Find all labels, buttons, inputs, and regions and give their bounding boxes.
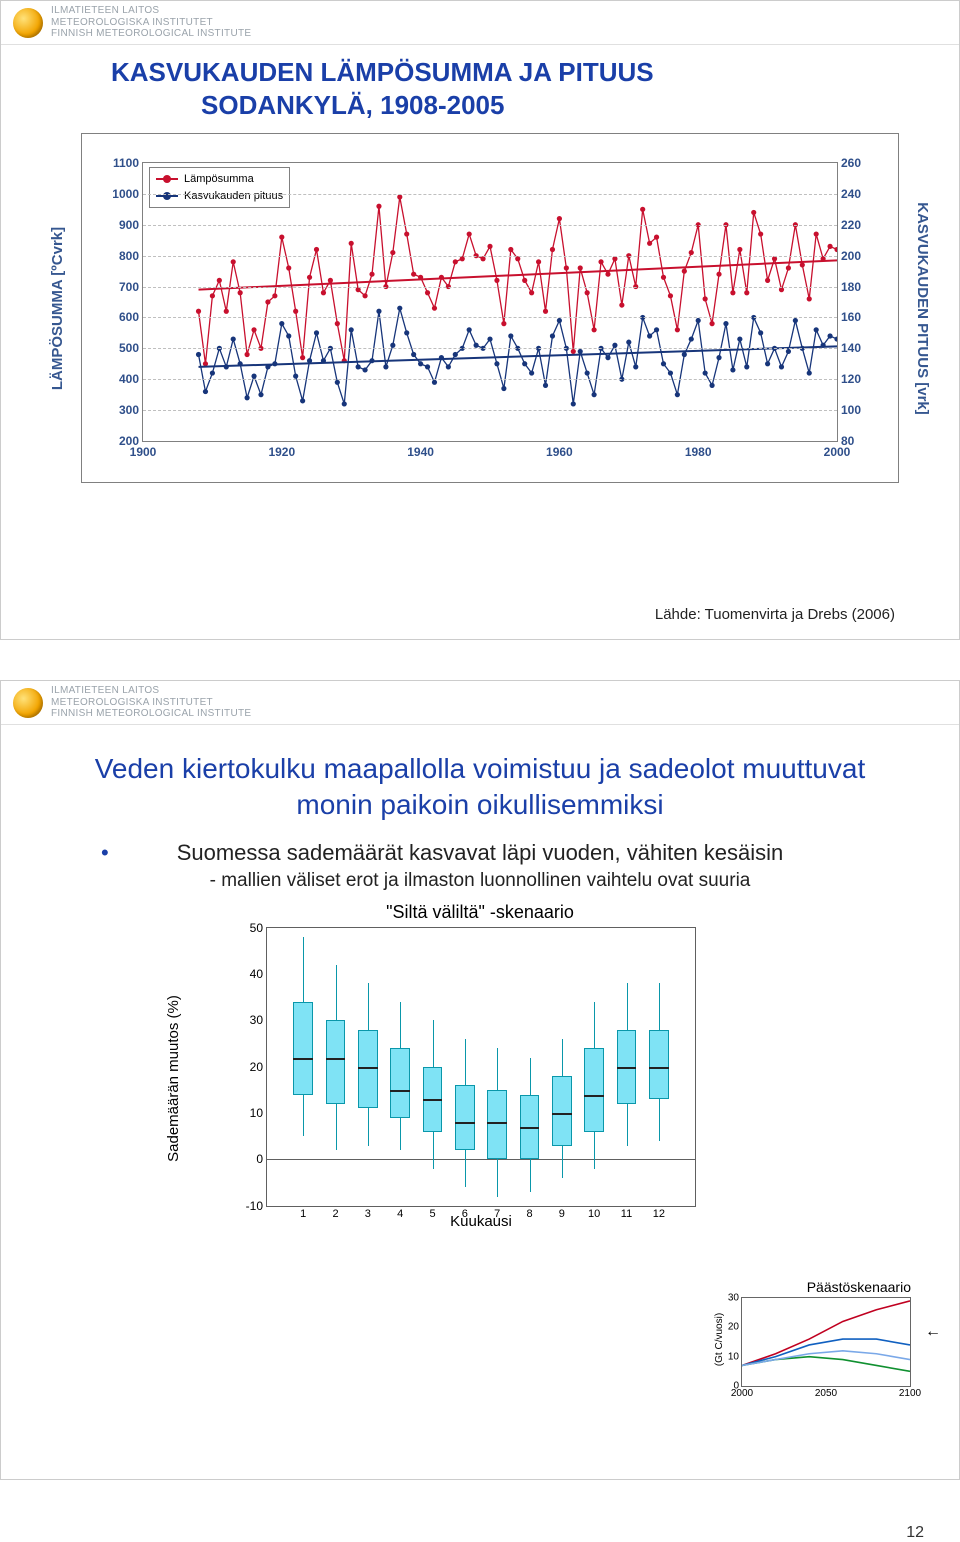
inset-xtick: 2000 <box>731 1388 753 1399</box>
boxplot-xtick: 3 <box>365 1208 371 1220</box>
ytick-left: 600 <box>119 310 139 324</box>
ytick-right: 220 <box>841 218 861 232</box>
slide-2: ILMATIETEEN LAITOS METEOROLOGISKA INSTIT… <box>0 680 960 1480</box>
boxplot-xtick: 5 <box>429 1208 435 1220</box>
ytick-right: 180 <box>841 280 861 294</box>
logo-line: ILMATIETEEN LAITOS <box>51 685 251 697</box>
inset-svg <box>742 1298 910 1386</box>
logo-line: ILMATIETEEN LAITOS <box>51 5 251 17</box>
inset-xtick: 2100 <box>899 1388 921 1399</box>
boxplot-xtick: 1 <box>300 1208 306 1220</box>
ytick-right: 240 <box>841 187 861 201</box>
boxplot-box <box>584 1048 603 1131</box>
boxplot-ytick: 50 <box>250 921 263 935</box>
logo-icon <box>13 688 43 718</box>
boxplot-ytick: 20 <box>250 1060 263 1074</box>
scenario-label: "Siltä väliltä" -skenaario <box>1 902 959 923</box>
chart1-svg <box>143 163 837 441</box>
arrow-icon: ← <box>925 1323 941 1341</box>
xtick: 1980 <box>685 445 712 459</box>
logo-line: METEOROLOGISKA INSTITUTET <box>51 697 251 709</box>
boxplot-box <box>293 1002 312 1095</box>
boxplot-ytick: 0 <box>256 1152 263 1166</box>
boxplot-ytick: 10 <box>250 1106 263 1120</box>
chart1-yleft-label: LÄMPÖSUMMA [ºCvrk] <box>42 134 74 482</box>
slide-title-line2: SODANKYLÄ, 1908-2005 <box>201 90 959 121</box>
logo-line: FINNISH METEOROLOGICAL INSTITUTE <box>51 28 251 40</box>
bullet-item: Suomessa sademäärät kasvavat läpi vuoden… <box>121 840 839 866</box>
slide-header: ILMATIETEEN LAITOS METEOROLOGISKA INSTIT… <box>1 681 959 725</box>
inset-chart: Päästöskenaario (Gt C/vuosi) 01020302000… <box>741 1279 911 1399</box>
slide-header: ILMATIETEEN LAITOS METEOROLOGISKA INSTIT… <box>1 1 959 45</box>
ytick-right: 200 <box>841 249 861 263</box>
logo-text: ILMATIETEEN LAITOS METEOROLOGISKA INSTIT… <box>51 685 251 720</box>
inset-ytick: 20 <box>728 1322 739 1333</box>
boxplot-box <box>649 1030 668 1100</box>
boxplot-xtick: 11 <box>621 1208 632 1220</box>
inset-plot: 0102030200020502100 <box>741 1297 911 1387</box>
boxplot-xtick: 9 <box>559 1208 565 1220</box>
boxplot-frame: -1001020304050123456789101112 <box>266 927 696 1207</box>
boxplot-xtick: 2 <box>332 1208 338 1220</box>
chart1-source: Lähde: Tuomenvirta ja Drebs (2006) <box>655 606 895 623</box>
ytick-left: 700 <box>119 280 139 294</box>
boxplot-ytick: 30 <box>250 1013 263 1027</box>
ytick-right: 140 <box>841 341 861 355</box>
slide-1: ILMATIETEEN LAITOS METEOROLOGISKA INSTIT… <box>0 0 960 640</box>
ytick-left: 300 <box>119 403 139 417</box>
ytick-left: 800 <box>119 249 139 263</box>
slide2-subnote: - mallien väliset erot ja ilmaston luonn… <box>1 870 959 892</box>
xtick: 1960 <box>546 445 573 459</box>
bullet-list: Suomessa sademäärät kasvavat läpi vuoden… <box>121 840 839 866</box>
boxplot-box <box>326 1020 345 1103</box>
logo-line: FINNISH METEOROLOGICAL INSTITUTE <box>51 708 251 720</box>
ytick-right: 120 <box>841 372 861 386</box>
boxplot-box <box>552 1076 571 1146</box>
boxplot-box <box>455 1085 474 1150</box>
boxplot-ytick: 40 <box>250 967 263 981</box>
chart1-frame: LÄMPÖSUMMA [ºCvrk] KASVUKAUDEN PITUUS [v… <box>81 133 899 483</box>
boxplot-box <box>487 1090 506 1160</box>
ytick-left: 500 <box>119 341 139 355</box>
boxplot-yaxis-label: Sademäärän muutos (%) <box>153 927 193 1230</box>
page-number: 12 <box>0 1524 942 1542</box>
boxplot-ytick: -10 <box>246 1199 263 1213</box>
chart1-yright-label: KASVUKAUDEN PITUUS [vrk] <box>906 134 938 482</box>
slide-title-line1: KASVUKAUDEN LÄMPÖSUMMA JA PITUUS <box>111 57 959 88</box>
logo-text: ILMATIETEEN LAITOS METEOROLOGISKA INSTIT… <box>51 5 251 40</box>
ytick-left: 900 <box>119 218 139 232</box>
boxplot-xaxis-label: Kuukausi <box>201 1213 761 1230</box>
ytick-right: 100 <box>841 403 861 417</box>
boxplot-box <box>358 1030 377 1109</box>
boxplot-xtick: 4 <box>397 1208 403 1220</box>
boxplot-xtick: 6 <box>462 1208 468 1220</box>
xtick: 1940 <box>407 445 434 459</box>
ytick-left: 1100 <box>113 156 139 170</box>
xtick: 2000 <box>824 445 851 459</box>
xtick: 1900 <box>130 445 157 459</box>
ytick-left: 400 <box>119 372 139 386</box>
boxplot-xtick: 8 <box>526 1208 532 1220</box>
logo-line: METEOROLOGISKA INSTITUTET <box>51 17 251 29</box>
inset-title: Päästöskenaario <box>741 1279 911 1295</box>
boxplot-xtick: 7 <box>494 1208 500 1220</box>
inset-xtick: 2050 <box>815 1388 837 1399</box>
logo-icon <box>13 8 43 38</box>
ytick-right: 160 <box>841 310 861 324</box>
inset-ytick: 30 <box>728 1293 739 1304</box>
xtick: 1920 <box>268 445 295 459</box>
slide2-title: Veden kiertokulku maapallolla voimistuu … <box>81 751 879 824</box>
ytick-right: 260 <box>841 156 861 170</box>
inset-ytick: 10 <box>728 1351 739 1362</box>
boxplot-xtick: 10 <box>588 1208 600 1220</box>
boxplot-xtick: 12 <box>653 1208 665 1220</box>
chart1-plot-area: Lämpösumma Kasvukauden pituus 2003004005… <box>142 162 838 442</box>
ytick-left: 1000 <box>112 187 139 201</box>
boxplot-box <box>390 1048 409 1118</box>
